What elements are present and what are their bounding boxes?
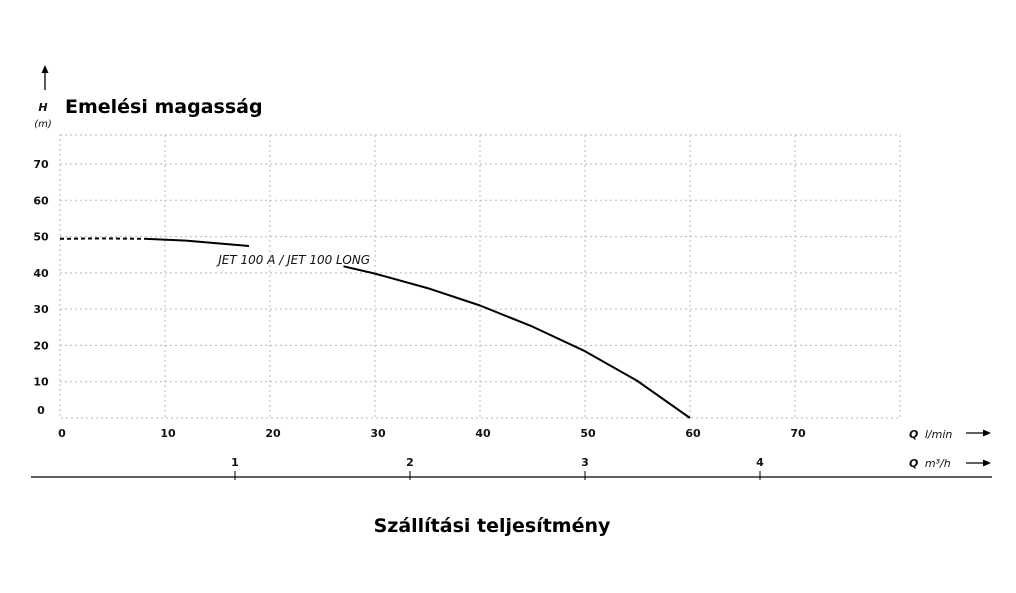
- y-tick-label: 10: [33, 376, 49, 389]
- arrow-right-icon: [966, 429, 991, 437]
- x-tick-label: 40: [475, 427, 491, 440]
- x-tick-label: 10: [160, 427, 176, 440]
- svg-text:Q l/min: Q l/min: [909, 428, 952, 441]
- series-line: [343, 265, 691, 419]
- x-tick-label: 20: [265, 427, 281, 440]
- grid: [59, 134, 901, 419]
- x-axis-lmin-symbol: Q: [909, 428, 918, 441]
- y-tick-label: 0: [37, 404, 45, 417]
- x-axis-m3h-label: Q m³/h: [909, 457, 951, 470]
- x-tick-label: 0: [58, 427, 66, 440]
- series-line: [143, 237, 250, 247]
- x-axis-title: Szállítási teljesítmény: [374, 515, 611, 537]
- x-tick-label: 50: [580, 427, 596, 440]
- x2-tick-label: 2: [406, 456, 414, 469]
- chart-title: Emelési magasság: [65, 96, 263, 118]
- x-axis-m3h: 1 2 3 4: [31, 456, 992, 480]
- y-axis-ticks: 0 10 20 30 40 50 60 70: [33, 158, 49, 417]
- x-axis-lmin-unit: l/min: [925, 428, 953, 441]
- x-axis-m3h-symbol: Q: [909, 457, 918, 470]
- y-tick-label: 30: [33, 303, 49, 316]
- x-tick-label: 30: [370, 427, 386, 440]
- x-axis-m3h-unit: m³/h: [925, 457, 951, 470]
- arrow-right-icon: [966, 459, 991, 467]
- series-layer: JET 100 A / JET 100 LONG: [59, 237, 691, 419]
- y-tick-label: 40: [33, 267, 49, 280]
- y-tick-label: 50: [33, 231, 49, 244]
- y-axis-unit: (m): [34, 119, 52, 130]
- y-axis-arrow-icon: [41, 65, 49, 90]
- x-tick-label: 70: [790, 427, 806, 440]
- y-tick-label: 60: [33, 194, 49, 207]
- x-axis-lmin-label: Q l/min: [909, 428, 952, 441]
- x2-tick-label: 3: [581, 456, 589, 469]
- x-axis-ticks-lmin: 0 10 20 30 40 50 60 70: [58, 427, 806, 440]
- series-label: JET 100 A / JET 100 LONG: [216, 253, 370, 267]
- svg-text:Q m³/h: Q m³/h: [909, 457, 951, 470]
- y-tick-label: 20: [33, 339, 49, 352]
- x2-tick-label: 1: [231, 456, 239, 469]
- x-tick-label: 60: [685, 427, 701, 440]
- x2-tick-label: 4: [756, 456, 764, 469]
- y-tick-label: 70: [33, 158, 49, 171]
- y-axis-symbol: H: [38, 101, 47, 114]
